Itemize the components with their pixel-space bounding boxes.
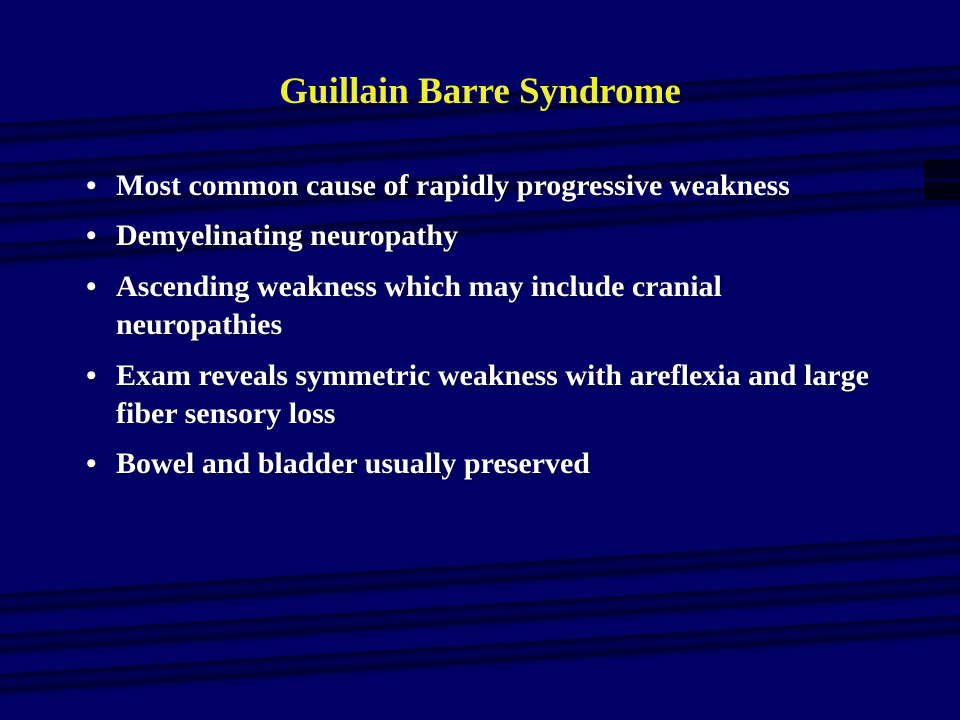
list-item: Ascending weakness which may include cra… bbox=[116, 268, 880, 345]
list-item: Exam reveals symmetric weakness with are… bbox=[116, 357, 880, 434]
slide: Guillain Barre Syndrome Most common caus… bbox=[0, 0, 960, 720]
bullet-list: Most common cause of rapidly progressive… bbox=[80, 167, 880, 484]
list-item: Demyelinating neuropathy bbox=[116, 217, 880, 255]
slide-title: Guillain Barre Syndrome bbox=[80, 70, 880, 113]
list-item: Most common cause of rapidly progressive… bbox=[116, 167, 880, 205]
list-item: Bowel and bladder usually preserved bbox=[116, 445, 880, 483]
